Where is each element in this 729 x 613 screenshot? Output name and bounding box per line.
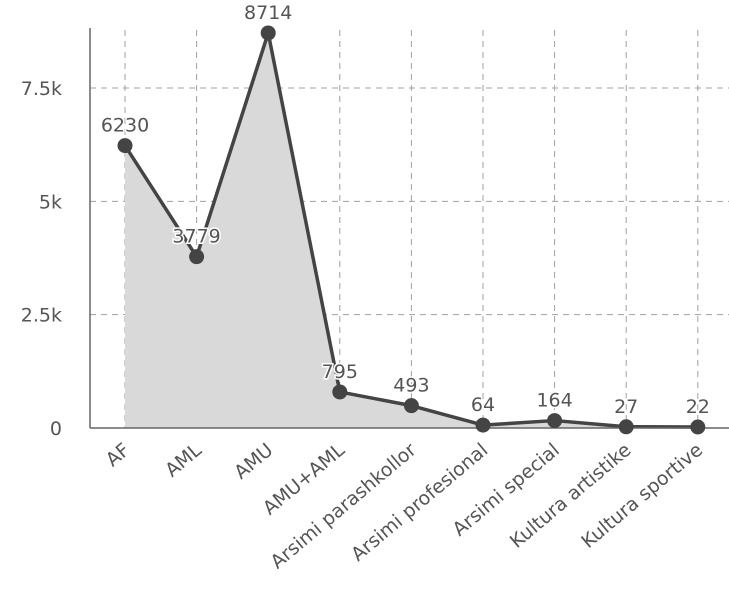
data-label: 27	[614, 396, 638, 418]
data-label: 22	[686, 396, 710, 418]
y-tick-label: 2.5k	[21, 305, 62, 327]
y-tick-label: 5k	[39, 191, 62, 213]
data-points	[117, 25, 706, 435]
data-point	[189, 249, 205, 265]
data-point	[117, 138, 133, 154]
data-point	[690, 419, 706, 435]
data-point	[618, 419, 634, 435]
data-point	[332, 384, 348, 400]
x-tick-label: Arsimi profesional	[347, 439, 492, 566]
y-tick-label: 0	[50, 418, 62, 440]
data-point	[403, 398, 419, 414]
series-area-fill	[125, 32, 698, 428]
data-label: 6230	[101, 115, 149, 137]
data-label: 493	[393, 375, 429, 397]
data-labels: 6230 3779 8714 795 493 64 164 27 22	[99, 0, 711, 419]
data-point	[475, 417, 491, 433]
x-tick-label: Kultura artistike	[506, 439, 636, 553]
y-tick-labels: 0 2.5k 5k 7.5k	[21, 78, 62, 440]
data-point	[260, 25, 276, 41]
data-label: 8714	[244, 2, 292, 24]
data-label: 164	[536, 390, 572, 412]
x-tick-label: Kultura sportive	[577, 439, 707, 553]
data-label: 795	[322, 361, 358, 383]
x-tick-label: AML	[161, 439, 206, 482]
x-tick-label: AF	[102, 439, 134, 471]
x-tick-label: AMU	[230, 439, 277, 484]
data-label: 64	[471, 394, 495, 416]
y-tick-label: 7.5k	[21, 78, 62, 100]
data-label: 3779	[172, 226, 220, 248]
data-point	[547, 413, 563, 429]
